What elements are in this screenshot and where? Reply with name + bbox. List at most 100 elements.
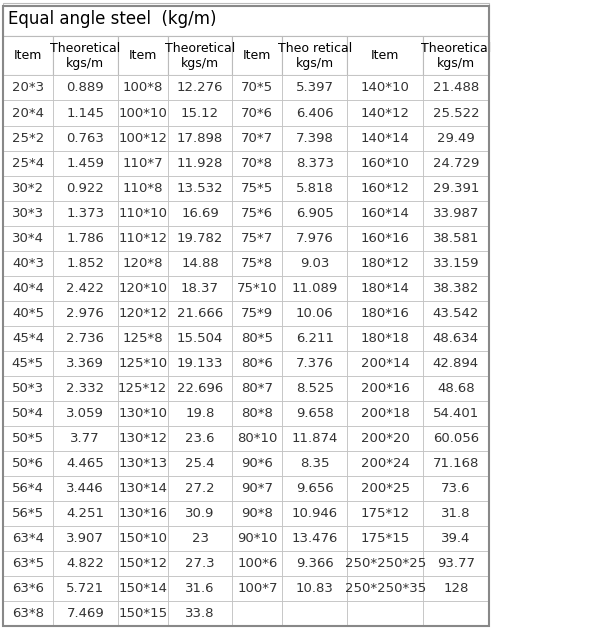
Text: 9.658: 9.658 [296,407,334,420]
Bar [423,426,489,451]
Bar [3,551,53,576]
Bar [53,351,118,376]
Bar [347,601,423,626]
Text: 80*7: 80*7 [242,382,273,394]
Bar [53,401,118,426]
Text: 125*8: 125*8 [123,331,163,345]
Bar [3,526,53,551]
Text: 2.332: 2.332 [66,382,104,394]
Text: 128: 128 [443,582,469,595]
Bar [423,326,489,351]
Text: 7.976: 7.976 [296,231,334,245]
Bar [282,36,347,75]
Bar [232,101,282,126]
Text: 4.822: 4.822 [66,557,104,570]
Text: 125*12: 125*12 [118,382,168,394]
Bar [423,576,489,601]
Bar [347,101,423,126]
Bar [232,301,282,326]
Bar [53,376,118,401]
Bar [3,576,53,601]
Bar [347,226,423,250]
Text: 50*4: 50*4 [12,407,44,420]
Bar [3,476,53,501]
Text: 24.729: 24.729 [433,157,479,170]
Bar [347,276,423,301]
Bar [282,101,347,126]
Text: 1.852: 1.852 [66,257,104,270]
Bar [282,226,347,250]
Text: 14.88: 14.88 [181,257,219,270]
Bar [3,250,53,276]
Bar [3,351,53,376]
Bar [232,576,282,601]
Text: 150*10: 150*10 [118,532,167,545]
Bar [423,351,489,376]
Bar [3,326,53,351]
Text: 38.382: 38.382 [433,282,479,294]
Text: 90*6: 90*6 [242,457,273,470]
Text: 30*3: 30*3 [12,206,44,220]
Text: 63*6: 63*6 [12,582,44,595]
Bar [232,126,282,150]
Text: 27.3: 27.3 [185,557,215,570]
Bar [347,201,423,226]
Text: 250*250*25: 250*250*25 [345,557,426,570]
Text: 8.373: 8.373 [296,157,334,170]
Text: 3.446: 3.446 [66,482,104,495]
Bar [232,601,282,626]
Bar [118,551,168,576]
Bar [3,175,53,201]
Bar [118,601,168,626]
Bar [347,426,423,451]
Bar [347,250,423,276]
Text: 30.9: 30.9 [185,507,215,520]
Bar [168,476,232,501]
Text: 110*12: 110*12 [118,231,167,245]
Text: 130*13: 130*13 [118,457,167,470]
Bar [347,301,423,326]
Bar [168,126,232,150]
Bar [3,401,53,426]
Text: 33.987: 33.987 [433,206,479,220]
Bar [118,226,168,250]
Bar [232,351,282,376]
Bar [282,276,347,301]
Text: 70*7: 70*7 [242,131,273,145]
Bar [282,576,347,601]
Text: 48.634: 48.634 [433,331,479,345]
Text: 30*2: 30*2 [12,182,44,194]
Text: 8.525: 8.525 [296,382,334,394]
Bar [118,36,168,75]
Bar [232,36,282,75]
Text: 22.696: 22.696 [177,382,223,394]
Text: 50*5: 50*5 [12,431,44,445]
Text: 1.145: 1.145 [66,106,104,120]
Bar [53,226,118,250]
Text: 250*250*35: 250*250*35 [345,582,426,595]
Text: 75*5: 75*5 [241,182,274,194]
Bar [3,301,53,326]
Text: 60.056: 60.056 [433,431,479,445]
Bar [118,326,168,351]
Bar [168,301,232,326]
Text: 100*12: 100*12 [118,131,167,145]
Bar [347,150,423,175]
Bar [168,451,232,476]
Text: 25*4: 25*4 [12,157,44,170]
Text: 70*5: 70*5 [242,82,273,94]
Text: 29.391: 29.391 [433,182,479,194]
Bar [53,301,118,326]
Text: 3.77: 3.77 [70,431,100,445]
Text: 16.69: 16.69 [181,206,219,220]
Text: 21.488: 21.488 [433,82,479,94]
Bar [118,75,168,101]
Bar [282,301,347,326]
Bar [3,126,53,150]
Bar [347,501,423,526]
Text: Item: Item [371,49,399,62]
Bar [423,476,489,501]
Text: 180*12: 180*12 [361,257,410,270]
Text: 150*14: 150*14 [118,582,167,595]
Text: 110*8: 110*8 [123,182,163,194]
